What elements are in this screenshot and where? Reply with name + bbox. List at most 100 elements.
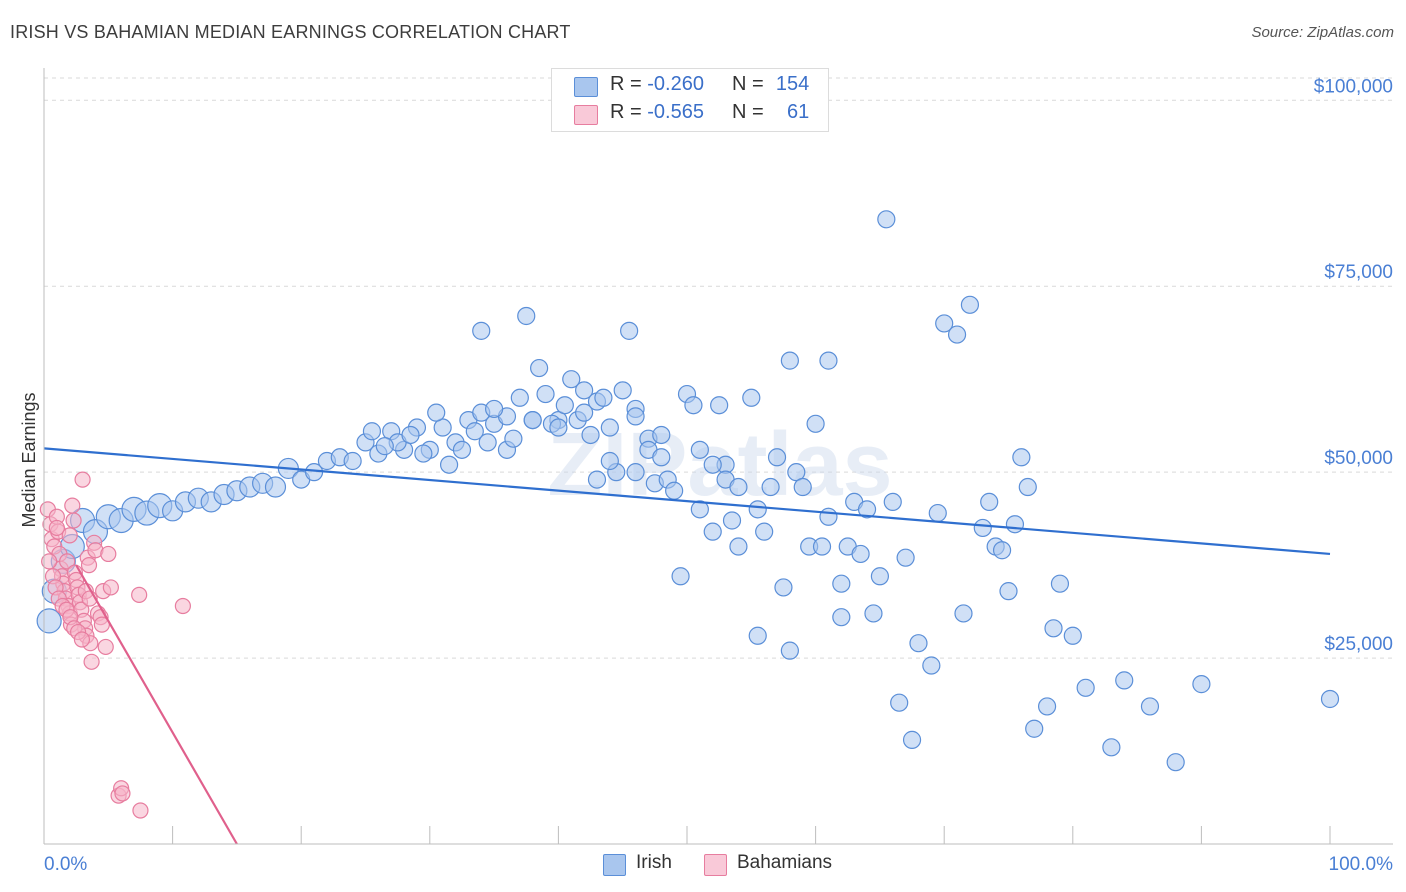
irish-point [780,641,799,660]
irish-point [864,604,883,623]
irish-point [819,351,838,370]
irish-point [536,384,555,404]
irish-point [1063,626,1082,645]
irish-point [806,414,825,433]
irish-point [1005,515,1025,534]
irish-point [812,537,832,556]
irish-point [485,399,504,419]
irish-point [1050,574,1070,593]
y-tick-label: $25,000 [1324,634,1393,655]
legend-r-label: R = [610,101,642,123]
y-tick-label: $100,000 [1314,76,1393,97]
legend-swatch-bahamians [574,105,598,125]
irish-point [832,608,851,627]
legend-n-label: N = [732,101,764,123]
irish-point [427,403,446,422]
axes: $25,000 $50,000 $75,000 $100,000 [43,68,1393,845]
irish-point [980,492,999,512]
grid-layer [44,77,1393,659]
legend-r-value-irish: -0.260 [647,73,704,95]
irish-point [343,451,362,471]
irish-point [671,567,690,586]
irish-point [626,407,645,426]
x-tick-label-min: 0.0% [44,854,87,875]
irish-point [690,500,709,519]
legend-n-value-irish: 154 [775,73,810,95]
y-tick-label: $75,000 [1324,262,1393,283]
y-tick-label: $50,000 [1324,448,1393,469]
bahamian-point [97,638,114,656]
irish-point [793,477,812,497]
bottom-legend-label-bahamians: Bahamians [737,852,833,873]
irish-point [690,440,709,459]
irish-point [935,314,954,333]
irish-point [1012,448,1031,467]
legend-n-label: N = [732,73,764,95]
irish-point [523,410,542,430]
irish-point [767,448,787,467]
y-axis-label: Median Earnings [19,392,39,527]
irish-point [748,500,767,519]
irish-point [729,537,748,556]
x-tick-label-max: 100.0% [1329,854,1394,875]
irish-point [703,455,722,474]
irish-point [748,626,767,645]
irish-point [530,358,549,378]
irish-point [729,477,748,497]
bahamian-point [131,586,148,603]
irish-point [1018,477,1037,497]
irish-point [517,306,536,326]
irish-point [504,429,523,448]
irish-point [401,425,420,445]
irish-point [652,425,671,445]
bottom-legend-label-irish: Irish [636,852,672,873]
irish-point [626,463,645,482]
irish-point [562,370,581,389]
bahamian-trend-line [75,564,238,845]
irish-point [819,507,838,526]
irish-point [36,608,62,634]
bottom-legend-swatch-irish [603,854,626,876]
trend-lines [43,447,1331,845]
irish-point [478,433,497,452]
irish-point [1025,719,1044,738]
irish-point [896,548,915,567]
legend-r-value-bahamians: -0.565 [647,101,704,123]
irish-point [890,693,909,712]
irish-point [264,476,287,498]
irish-point [452,440,472,459]
irish-point [851,544,870,564]
irish-point [999,582,1018,601]
irish-point [375,437,394,456]
irish-point [761,477,780,497]
irish-point [575,381,594,400]
bahamian-point [59,553,76,570]
bahamian-point [114,785,131,802]
legend-swatch-irish [574,77,598,97]
irish-point [883,492,902,512]
irish-point [877,210,896,229]
irish-point [954,604,973,623]
irish-point [870,567,890,586]
bahamian-point [65,512,82,529]
bahamian-point [64,497,81,514]
irish-point [992,541,1012,560]
irish-point [587,470,607,489]
bahamian-points [39,471,191,819]
irish-point [947,325,967,344]
irish-point [832,574,851,593]
irish-point [1076,678,1095,697]
irish-point [1192,675,1211,694]
bottom-legend-swatch-bahamians [704,854,727,876]
irish-point [472,321,491,340]
irish-point [1037,697,1057,716]
bahamian-point [174,597,191,615]
irish-point [1102,738,1121,757]
irish-point [652,448,671,467]
irish-trend-line [43,447,1331,556]
bahamian-point [83,653,100,670]
irish-point [439,455,459,474]
bahamian-point [73,631,91,648]
irish-point [902,730,922,749]
